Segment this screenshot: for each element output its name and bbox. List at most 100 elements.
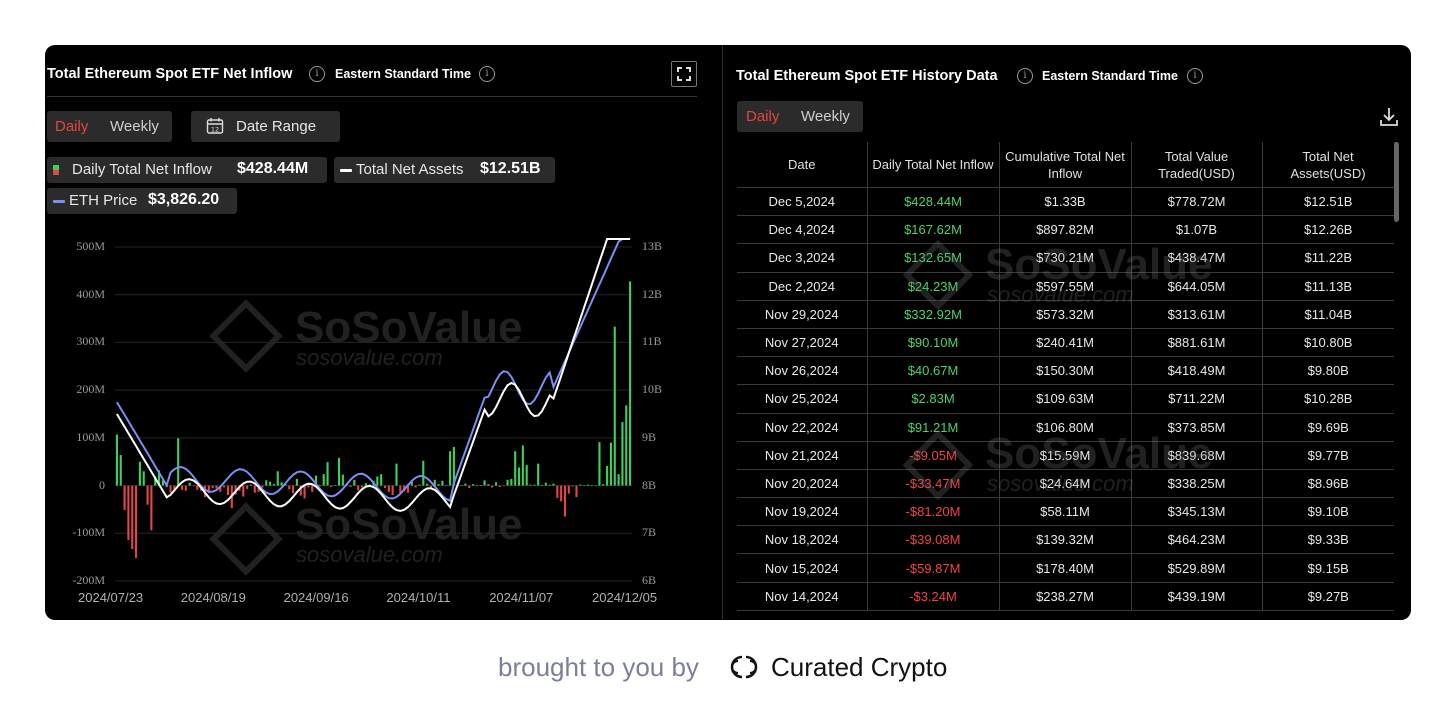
inflow-bar[interactable] xyxy=(376,476,379,486)
inflow-chart[interactable] xyxy=(45,45,721,620)
inflow-bar[interactable] xyxy=(364,483,367,486)
inflow-bar[interactable] xyxy=(583,485,586,486)
info-icon[interactable]: i xyxy=(1017,68,1033,84)
inflow-bar[interactable] xyxy=(315,475,318,486)
inflow-bar[interactable] xyxy=(399,485,402,494)
table-row[interactable]: Nov 19,2024 -$81.20M $58.11M $345.13M $9.10B xyxy=(737,497,1394,527)
table-row[interactable]: Nov 20,2024 -$33.47M $24.64M $338.25M $8.96B xyxy=(737,469,1394,499)
inflow-bar[interactable] xyxy=(154,476,157,486)
inflow-bar[interactable] xyxy=(299,485,302,496)
inflow-bar[interactable] xyxy=(517,467,521,486)
inflow-bar[interactable] xyxy=(265,480,268,486)
inflow-bar[interactable] xyxy=(391,485,394,496)
inflow-bar[interactable] xyxy=(449,451,452,486)
inflow-bar[interactable] xyxy=(613,326,616,486)
tab-daily[interactable]: Daily xyxy=(55,118,89,135)
inflow-bar[interactable] xyxy=(410,481,413,486)
inflow-bar[interactable] xyxy=(173,485,176,492)
inflow-bar[interactable] xyxy=(215,485,218,489)
inflow-bar[interactable] xyxy=(150,485,153,531)
tab-daily[interactable]: Daily xyxy=(746,108,780,125)
inflow-bar[interactable] xyxy=(629,281,632,486)
table-row[interactable]: Nov 14,2024 -$3.24M $238.27M $439.19M $9.27B xyxy=(737,582,1394,611)
inflow-bar[interactable] xyxy=(341,474,344,486)
inflow-bar[interactable] xyxy=(142,471,145,486)
inflow-bar[interactable] xyxy=(360,485,364,488)
inflow-bar[interactable] xyxy=(429,485,432,489)
inflow-bar[interactable] xyxy=(609,442,612,486)
info-icon[interactable]: i xyxy=(309,66,325,82)
inflow-bar[interactable] xyxy=(598,442,601,486)
table-row[interactable]: Nov 27,2024 $90.10M $240.41M $881.61M $10.80… xyxy=(737,328,1394,358)
inflow-bar[interactable] xyxy=(544,482,547,486)
inflow-bar[interactable] xyxy=(387,485,390,492)
inflow-bar[interactable] xyxy=(540,485,544,486)
legend-assets[interactable]: Total Net Assets $12.51B xyxy=(334,157,555,183)
fullscreen-icon[interactable] xyxy=(671,61,697,87)
inflow-bar[interactable] xyxy=(246,485,249,489)
inflow-bar[interactable] xyxy=(406,485,410,493)
inflow-bar[interactable] xyxy=(261,485,264,488)
download-icon[interactable] xyxy=(1377,105,1401,129)
inflow-bar[interactable] xyxy=(475,485,478,486)
inflow-bar[interactable] xyxy=(253,485,256,493)
inflow-bar[interactable] xyxy=(537,463,540,486)
inflow-bar[interactable] xyxy=(437,484,440,486)
inflow-bar[interactable] xyxy=(115,434,118,486)
inflow-bar[interactable] xyxy=(242,485,245,497)
inflow-bar[interactable] xyxy=(552,483,555,486)
inflow-bar[interactable] xyxy=(491,485,494,488)
inflow-bar[interactable] xyxy=(257,485,260,492)
inflow-bar[interactable] xyxy=(560,485,563,502)
inflow-bar[interactable] xyxy=(161,480,164,486)
inflow-bar[interactable] xyxy=(510,478,513,486)
table-scrollbar[interactable] xyxy=(1394,142,1399,222)
inflow-bar[interactable] xyxy=(269,481,272,486)
inflow-bar[interactable] xyxy=(334,485,337,486)
tab-weekly[interactable]: Weekly xyxy=(110,118,159,135)
inflow-bar[interactable] xyxy=(353,479,356,486)
col-value-traded[interactable]: Total Value Traded(USD) xyxy=(1130,142,1263,188)
inflow-bar[interactable] xyxy=(127,485,130,540)
inflow-bar[interactable] xyxy=(395,463,398,486)
inflow-bar[interactable] xyxy=(548,484,551,486)
legend-inflow[interactable]: Daily Total Net Inflow $428.44M xyxy=(47,157,327,183)
inflow-bar[interactable] xyxy=(146,485,149,505)
inflow-bar[interactable] xyxy=(219,485,222,492)
inflow-bar[interactable] xyxy=(207,485,210,494)
inflow-bar[interactable] xyxy=(223,485,226,488)
inflow-bar[interactable] xyxy=(506,479,509,486)
inflow-bar[interactable] xyxy=(452,446,455,486)
col-cumulative-inflow[interactable]: Cumulative Total Net Inflow xyxy=(998,142,1132,188)
inflow-bar[interactable] xyxy=(357,485,360,491)
inflow-bar[interactable] xyxy=(525,465,528,486)
inflow-bar[interactable] xyxy=(533,484,536,486)
inflow-bar[interactable] xyxy=(383,485,387,488)
legend-eth-price[interactable]: ETH Price $3,826.20 xyxy=(47,188,237,214)
inflow-bar[interactable] xyxy=(192,485,195,487)
inflow-bar[interactable] xyxy=(123,485,126,510)
inflow-bar[interactable] xyxy=(602,484,605,486)
inflow-bar[interactable] xyxy=(196,485,199,490)
inflow-bar[interactable] xyxy=(414,485,417,488)
inflow-bar[interactable] xyxy=(311,485,314,492)
inflow-bar[interactable] xyxy=(479,485,482,486)
inflow-bar[interactable] xyxy=(575,485,578,498)
table-row[interactable]: Nov 15,2024 -$59.87M $178.40M $529.89M $9.15… xyxy=(737,553,1394,583)
table-row[interactable]: Dec 5,2024 $428.44M $1.33B $778.72M $12.51B xyxy=(737,187,1394,217)
inflow-bar[interactable] xyxy=(276,471,279,486)
col-net-assets[interactable]: Total Net Assets(USD) xyxy=(1261,142,1395,188)
inflow-bar[interactable] xyxy=(330,485,333,487)
inflow-bar[interactable] xyxy=(495,482,498,486)
table-row[interactable]: Nov 29,2024 $332.92M $573.32M $313.61M $11.0… xyxy=(737,300,1394,329)
inflow-bar[interactable] xyxy=(326,462,329,486)
tab-weekly[interactable]: Weekly xyxy=(801,108,850,125)
inflow-bar[interactable] xyxy=(180,485,184,490)
table-row[interactable]: Nov 26,2024 $40.67M $150.30M $418.49M $9.80B xyxy=(737,356,1394,386)
inflow-bar[interactable] xyxy=(177,438,180,486)
inflow-bar[interactable] xyxy=(135,485,138,559)
inflow-bar[interactable] xyxy=(157,470,161,486)
inflow-bar[interactable] xyxy=(303,485,306,499)
inflow-bar[interactable] xyxy=(567,485,570,494)
inflow-bar[interactable] xyxy=(318,485,321,486)
